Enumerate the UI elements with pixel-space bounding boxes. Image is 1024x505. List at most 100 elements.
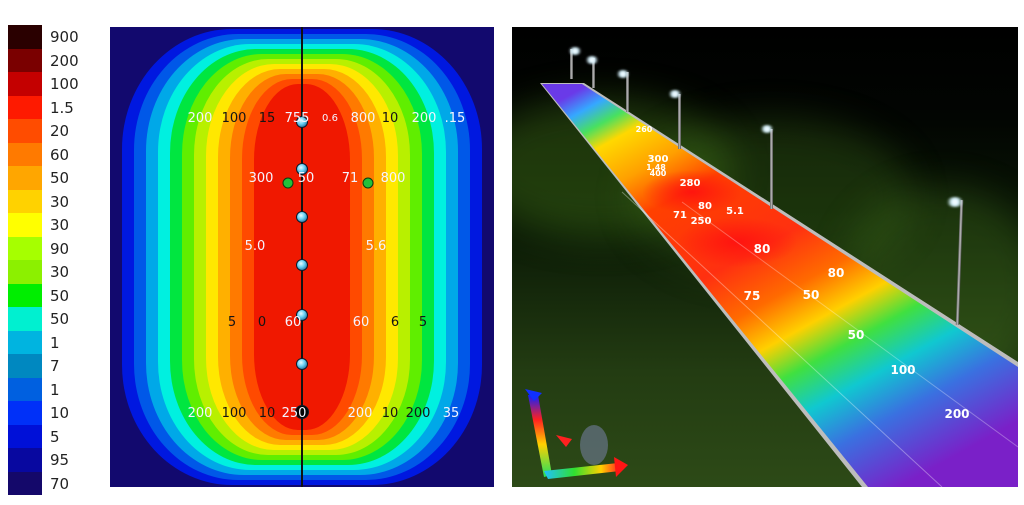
luminaire-marker [296,116,308,128]
legend-item: 30 [8,189,108,213]
legend-label: 50 [50,310,70,328]
legend-item: 50 [8,283,108,307]
legend-item: 50 [8,307,108,331]
legend-label: 70 [50,474,70,493]
legend-item: 100 [8,72,108,96]
iso-label: 5.0 [244,239,266,254]
iso-label: 200 [187,111,213,126]
iso-label: 200 [411,111,437,126]
luminaire-marker [296,259,308,271]
legend-label: 30 [50,216,70,234]
luminaire-marker [296,309,308,321]
legend-label: 7 [50,357,60,375]
legend-swatch [8,119,42,143]
legend-label: 1 [50,333,60,352]
road-value-label: 80 [827,266,845,280]
iso-label: 800 [350,111,376,126]
legend-item: 1 [8,377,108,401]
iso-label: 10 [258,406,276,421]
light-pole [770,129,773,209]
legend-item: 50 [8,166,108,190]
legend-label: 90 [50,239,70,258]
iso-label: 200 [347,406,373,421]
light-pole [570,49,573,79]
legend-swatch [8,260,42,284]
measurement-point-right [362,177,374,189]
iso-label: 100 [221,406,247,421]
legend-label: 30 [50,192,70,211]
legend-swatch [8,283,42,307]
legend-item: 5 [8,424,108,448]
lamp-glow [760,125,774,133]
road-value-label: 71 [673,210,687,221]
legend-label: 30 [50,263,70,281]
luminaire-marker [296,163,308,175]
legend-item: 1 [8,330,108,354]
iso-label: 800 [380,171,406,186]
iso-label: 300 [248,171,274,186]
iso-label: 0.6 [322,113,338,124]
legend-label: 5 [50,427,60,446]
road-centerline [301,27,303,487]
axis-gizmo-icon [525,389,628,479]
legend-swatch [8,307,42,331]
legend-label: 10 [50,404,70,422]
lamp-glow [616,70,630,78]
iso-label: 5 [227,315,237,330]
road-value-label: 260 [635,125,653,134]
iso-label: 200 [187,406,213,421]
legend-swatch [8,330,42,354]
road-value-label: 80 [753,242,771,256]
measurement-point-left [282,177,294,189]
legend-item: 95 [8,448,108,472]
illuminance-isoline-map: 200 100 15 755 0.6 800 10 200 .15 300 50… [110,27,494,487]
legend-swatch [8,424,42,448]
lamp-glow [585,56,599,64]
legend-label: 900 [50,28,79,46]
road-value-label: 5.1 [726,206,744,217]
legend-swatch [8,471,42,495]
legend-label: 1 [50,380,60,399]
legend-item: 60 [8,142,108,166]
light-pole [626,72,629,112]
road-surface-heatmap [540,83,1018,487]
legend-swatch [8,48,42,72]
legend-label: 20 [50,122,70,140]
iso-label: 250 [281,406,307,421]
road-value-label: 300 [647,154,669,165]
legend-item: 1.5 [8,95,108,119]
lamp-glow [668,90,682,98]
legend-swatch [8,354,42,378]
lamp-glow [946,197,964,207]
iso-label: 755 [284,111,310,126]
iso-label: 10 [381,111,399,126]
iso-label: 35 [442,406,460,421]
legend-item: 30 [8,260,108,284]
road-value-label: 100 [890,363,916,377]
color-legend: 900 200 100 1.5 20 60 50 30 30 90 30 50 50 1 7 1 10 5 95 70 [8,25,108,495]
luminaire-marker [296,211,308,223]
light-pole [592,58,595,88]
iso-label: 200 [405,406,431,421]
iso-label: 5 [418,315,428,330]
iso-label: 15 [258,111,276,126]
legend-label: 1.5 [50,98,74,117]
iso-label: 60 [352,315,370,330]
luminaire-marker [295,405,309,419]
legend-label: 200 [50,51,79,70]
lamp-glow [568,47,582,55]
legend-item: 20 [8,119,108,143]
iso-label: .15 [444,111,466,126]
road-value-label: 80 [698,201,712,212]
legend-item: 200 [8,48,108,72]
legend-swatch [8,401,42,425]
iso-label: 71 [341,171,359,186]
legend-swatch [8,377,42,401]
road-value-label: 50 [802,288,820,302]
iso-label: 100 [221,111,247,126]
road-value-label: 75 [743,289,761,303]
legend-swatch [8,72,42,96]
road-value-label: 1.48 [646,163,666,172]
road-value-label: 50 [847,328,865,342]
legend-item: 30 [8,213,108,237]
